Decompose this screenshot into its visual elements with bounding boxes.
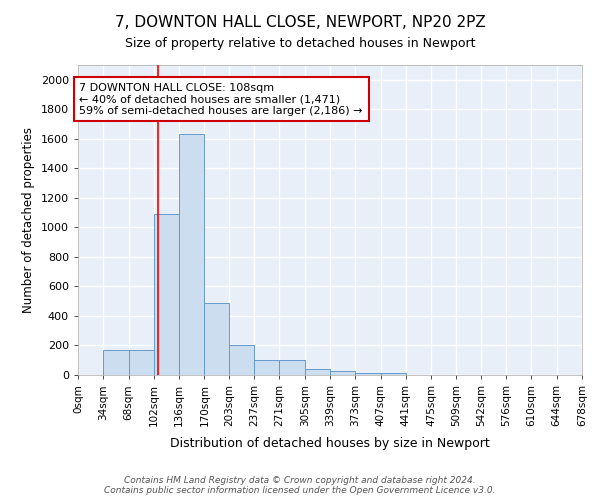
Bar	[280, 360, 305, 375]
Bar	[305, 369, 330, 375]
X-axis label: Distribution of detached houses by size in Newport: Distribution of detached houses by size …	[170, 438, 490, 450]
Bar	[355, 373, 380, 375]
Y-axis label: Number of detached properties: Number of detached properties	[22, 127, 35, 313]
Bar	[103, 350, 128, 375]
Bar	[380, 373, 406, 375]
Bar	[330, 372, 355, 375]
Bar	[229, 346, 254, 375]
Text: Contains HM Land Registry data © Crown copyright and database right 2024.
Contai: Contains HM Land Registry data © Crown c…	[104, 476, 496, 495]
Bar	[179, 134, 205, 375]
Text: Size of property relative to detached houses in Newport: Size of property relative to detached ho…	[125, 38, 475, 51]
Text: 7, DOWNTON HALL CLOSE, NEWPORT, NP20 2PZ: 7, DOWNTON HALL CLOSE, NEWPORT, NP20 2PZ	[115, 15, 485, 30]
Bar	[154, 214, 179, 375]
Text: 7 DOWNTON HALL CLOSE: 108sqm
← 40% of detached houses are smaller (1,471)
59% of: 7 DOWNTON HALL CLOSE: 108sqm ← 40% of de…	[79, 82, 363, 116]
Bar	[205, 302, 229, 375]
Bar	[254, 360, 280, 375]
Bar	[128, 350, 154, 375]
